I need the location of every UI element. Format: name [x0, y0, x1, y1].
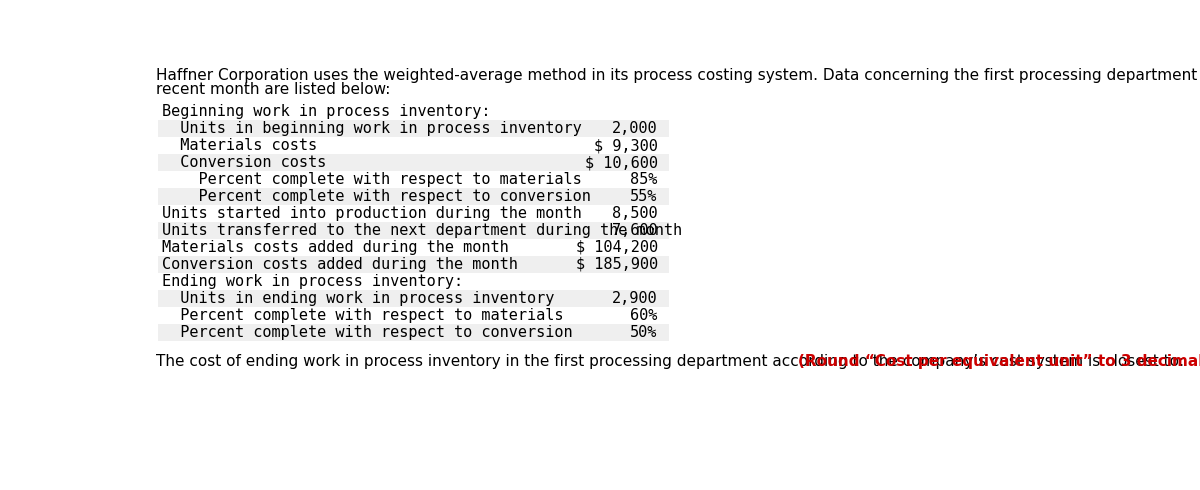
Text: The cost of ending work in process inventory in the first processing department : The cost of ending work in process inven… — [156, 354, 1189, 369]
Text: recent month are listed below:: recent month are listed below: — [156, 82, 390, 97]
Text: Ending work in process inventory:: Ending work in process inventory: — [162, 274, 463, 289]
Text: 85%: 85% — [630, 172, 658, 187]
Text: Percent complete with respect to materials: Percent complete with respect to materia… — [162, 308, 563, 323]
Text: Percent complete with respect to materials: Percent complete with respect to materia… — [162, 172, 581, 187]
Text: Percent complete with respect to conversion: Percent complete with respect to convers… — [162, 325, 572, 340]
Bar — [157, 256, 670, 273]
Bar — [157, 188, 670, 205]
Text: 7,600: 7,600 — [612, 223, 658, 238]
Text: $ 10,600: $ 10,600 — [584, 155, 658, 170]
Text: Conversion costs: Conversion costs — [162, 155, 326, 170]
Text: Materials costs: Materials costs — [162, 138, 317, 153]
Text: Units in beginning work in process inventory: Units in beginning work in process inven… — [162, 122, 581, 136]
Bar — [157, 290, 670, 307]
Text: 50%: 50% — [630, 325, 658, 340]
Text: 8,500: 8,500 — [612, 206, 658, 221]
Text: Conversion costs added during the month: Conversion costs added during the month — [162, 257, 517, 272]
Text: Units started into production during the month: Units started into production during the… — [162, 206, 581, 221]
Text: Units in ending work in process inventory: Units in ending work in process inventor… — [162, 291, 554, 306]
Text: 2,900: 2,900 — [612, 291, 658, 306]
Text: Haffner Corporation uses the weighted-average method in its process costing syst: Haffner Corporation uses the weighted-av… — [156, 68, 1200, 83]
Bar — [157, 121, 670, 137]
Bar — [157, 222, 670, 239]
Text: $ 185,900: $ 185,900 — [576, 257, 658, 272]
Text: 2,000: 2,000 — [612, 122, 658, 136]
Text: $ 104,200: $ 104,200 — [576, 240, 658, 255]
Text: Percent complete with respect to conversion: Percent complete with respect to convers… — [162, 189, 590, 204]
Text: 55%: 55% — [630, 189, 658, 204]
Text: Beginning work in process inventory:: Beginning work in process inventory: — [162, 104, 490, 120]
Text: 60%: 60% — [630, 308, 658, 323]
Bar — [157, 154, 670, 171]
Text: (Round “Cost per equivalent unit” to 3 decimal places.): (Round “Cost per equivalent unit” to 3 d… — [798, 354, 1200, 369]
Text: $ 9,300: $ 9,300 — [594, 138, 658, 153]
Bar — [157, 324, 670, 341]
Text: Units transferred to the next department during the month: Units transferred to the next department… — [162, 223, 682, 238]
Text: Materials costs added during the month: Materials costs added during the month — [162, 240, 509, 255]
